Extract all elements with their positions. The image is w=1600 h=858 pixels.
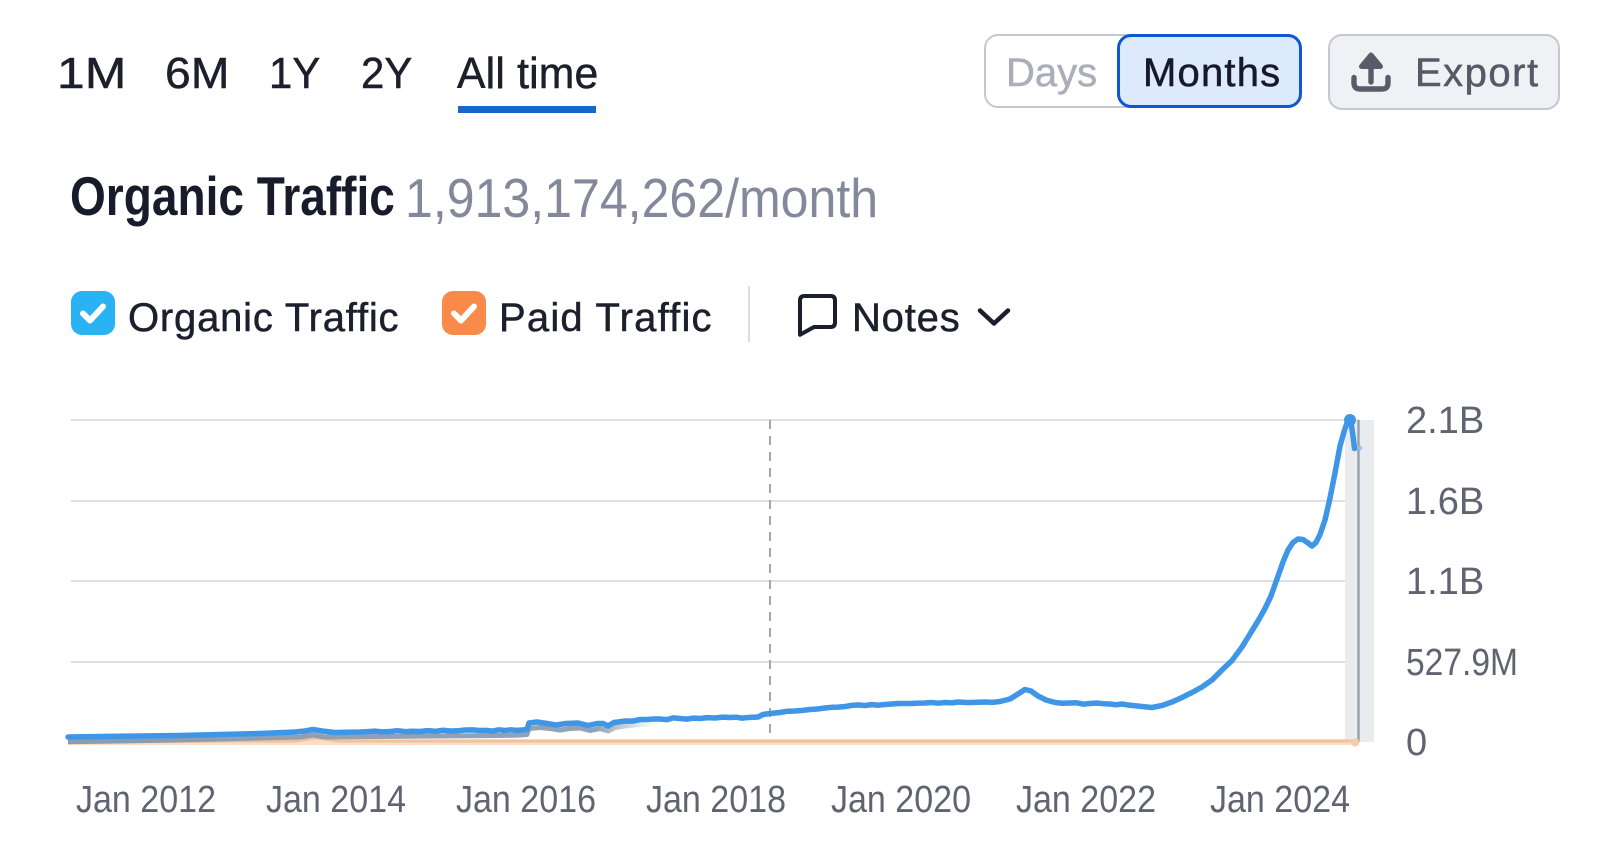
svg-text:0: 0 [1406,722,1427,764]
svg-text:Jan 2012: Jan 2012 [76,779,216,821]
svg-text:527.9M: 527.9M [1406,642,1518,684]
svg-text:Jan 2020: Jan 2020 [831,779,971,821]
svg-text:Jan 2022: Jan 2022 [1016,779,1156,821]
svg-text:2.1B: 2.1B [1406,400,1484,442]
svg-text:Jan 2014: Jan 2014 [266,779,406,821]
svg-text:1.1B: 1.1B [1406,561,1484,603]
svg-text:Jan 2018: Jan 2018 [646,779,786,821]
svg-text:Jan 2016: Jan 2016 [456,779,596,821]
svg-text:Jan 2024: Jan 2024 [1210,779,1350,821]
svg-text:1.6B: 1.6B [1406,481,1484,523]
